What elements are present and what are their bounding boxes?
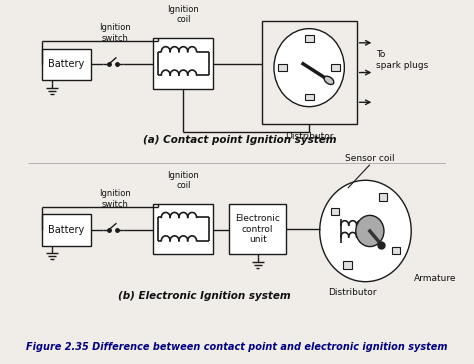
Text: Distributor: Distributor bbox=[328, 288, 376, 297]
Text: Ignition
coil: Ignition coil bbox=[167, 5, 199, 24]
Text: Figure 2.35 Difference between contact point and electronic ignition system: Figure 2.35 Difference between contact p… bbox=[26, 342, 448, 352]
Bar bbox=[344, 261, 352, 269]
Circle shape bbox=[274, 29, 344, 107]
Text: Electronic
control
unit: Electronic control unit bbox=[235, 214, 280, 244]
Bar bbox=[330, 207, 339, 215]
Circle shape bbox=[356, 215, 384, 246]
Circle shape bbox=[319, 180, 411, 282]
Bar bbox=[154, 204, 213, 254]
Text: Ignition
coil: Ignition coil bbox=[167, 171, 199, 190]
Bar bbox=[229, 204, 286, 254]
Ellipse shape bbox=[324, 76, 334, 84]
Bar bbox=[262, 21, 356, 124]
Text: To
spark plugs: To spark plugs bbox=[376, 50, 428, 70]
Bar bbox=[42, 49, 91, 80]
Text: Sensor coil: Sensor coil bbox=[345, 154, 395, 163]
Text: Ignition
switch: Ignition switch bbox=[99, 189, 130, 209]
Bar bbox=[305, 35, 314, 42]
Text: (b) Electronic Ignition system: (b) Electronic Ignition system bbox=[118, 291, 291, 301]
Bar bbox=[379, 193, 387, 201]
Text: Battery: Battery bbox=[48, 225, 84, 235]
Text: Armature: Armature bbox=[414, 274, 456, 283]
Bar bbox=[154, 38, 213, 88]
Bar bbox=[305, 94, 314, 100]
Text: Ignition
switch: Ignition switch bbox=[99, 23, 130, 43]
Text: (a) Contact point Ignition system: (a) Contact point Ignition system bbox=[143, 135, 337, 145]
Bar bbox=[42, 214, 91, 246]
Bar bbox=[331, 64, 340, 71]
Text: Battery: Battery bbox=[48, 59, 84, 69]
Bar bbox=[392, 246, 401, 254]
Text: Distributor: Distributor bbox=[285, 131, 333, 141]
Bar bbox=[278, 64, 287, 71]
